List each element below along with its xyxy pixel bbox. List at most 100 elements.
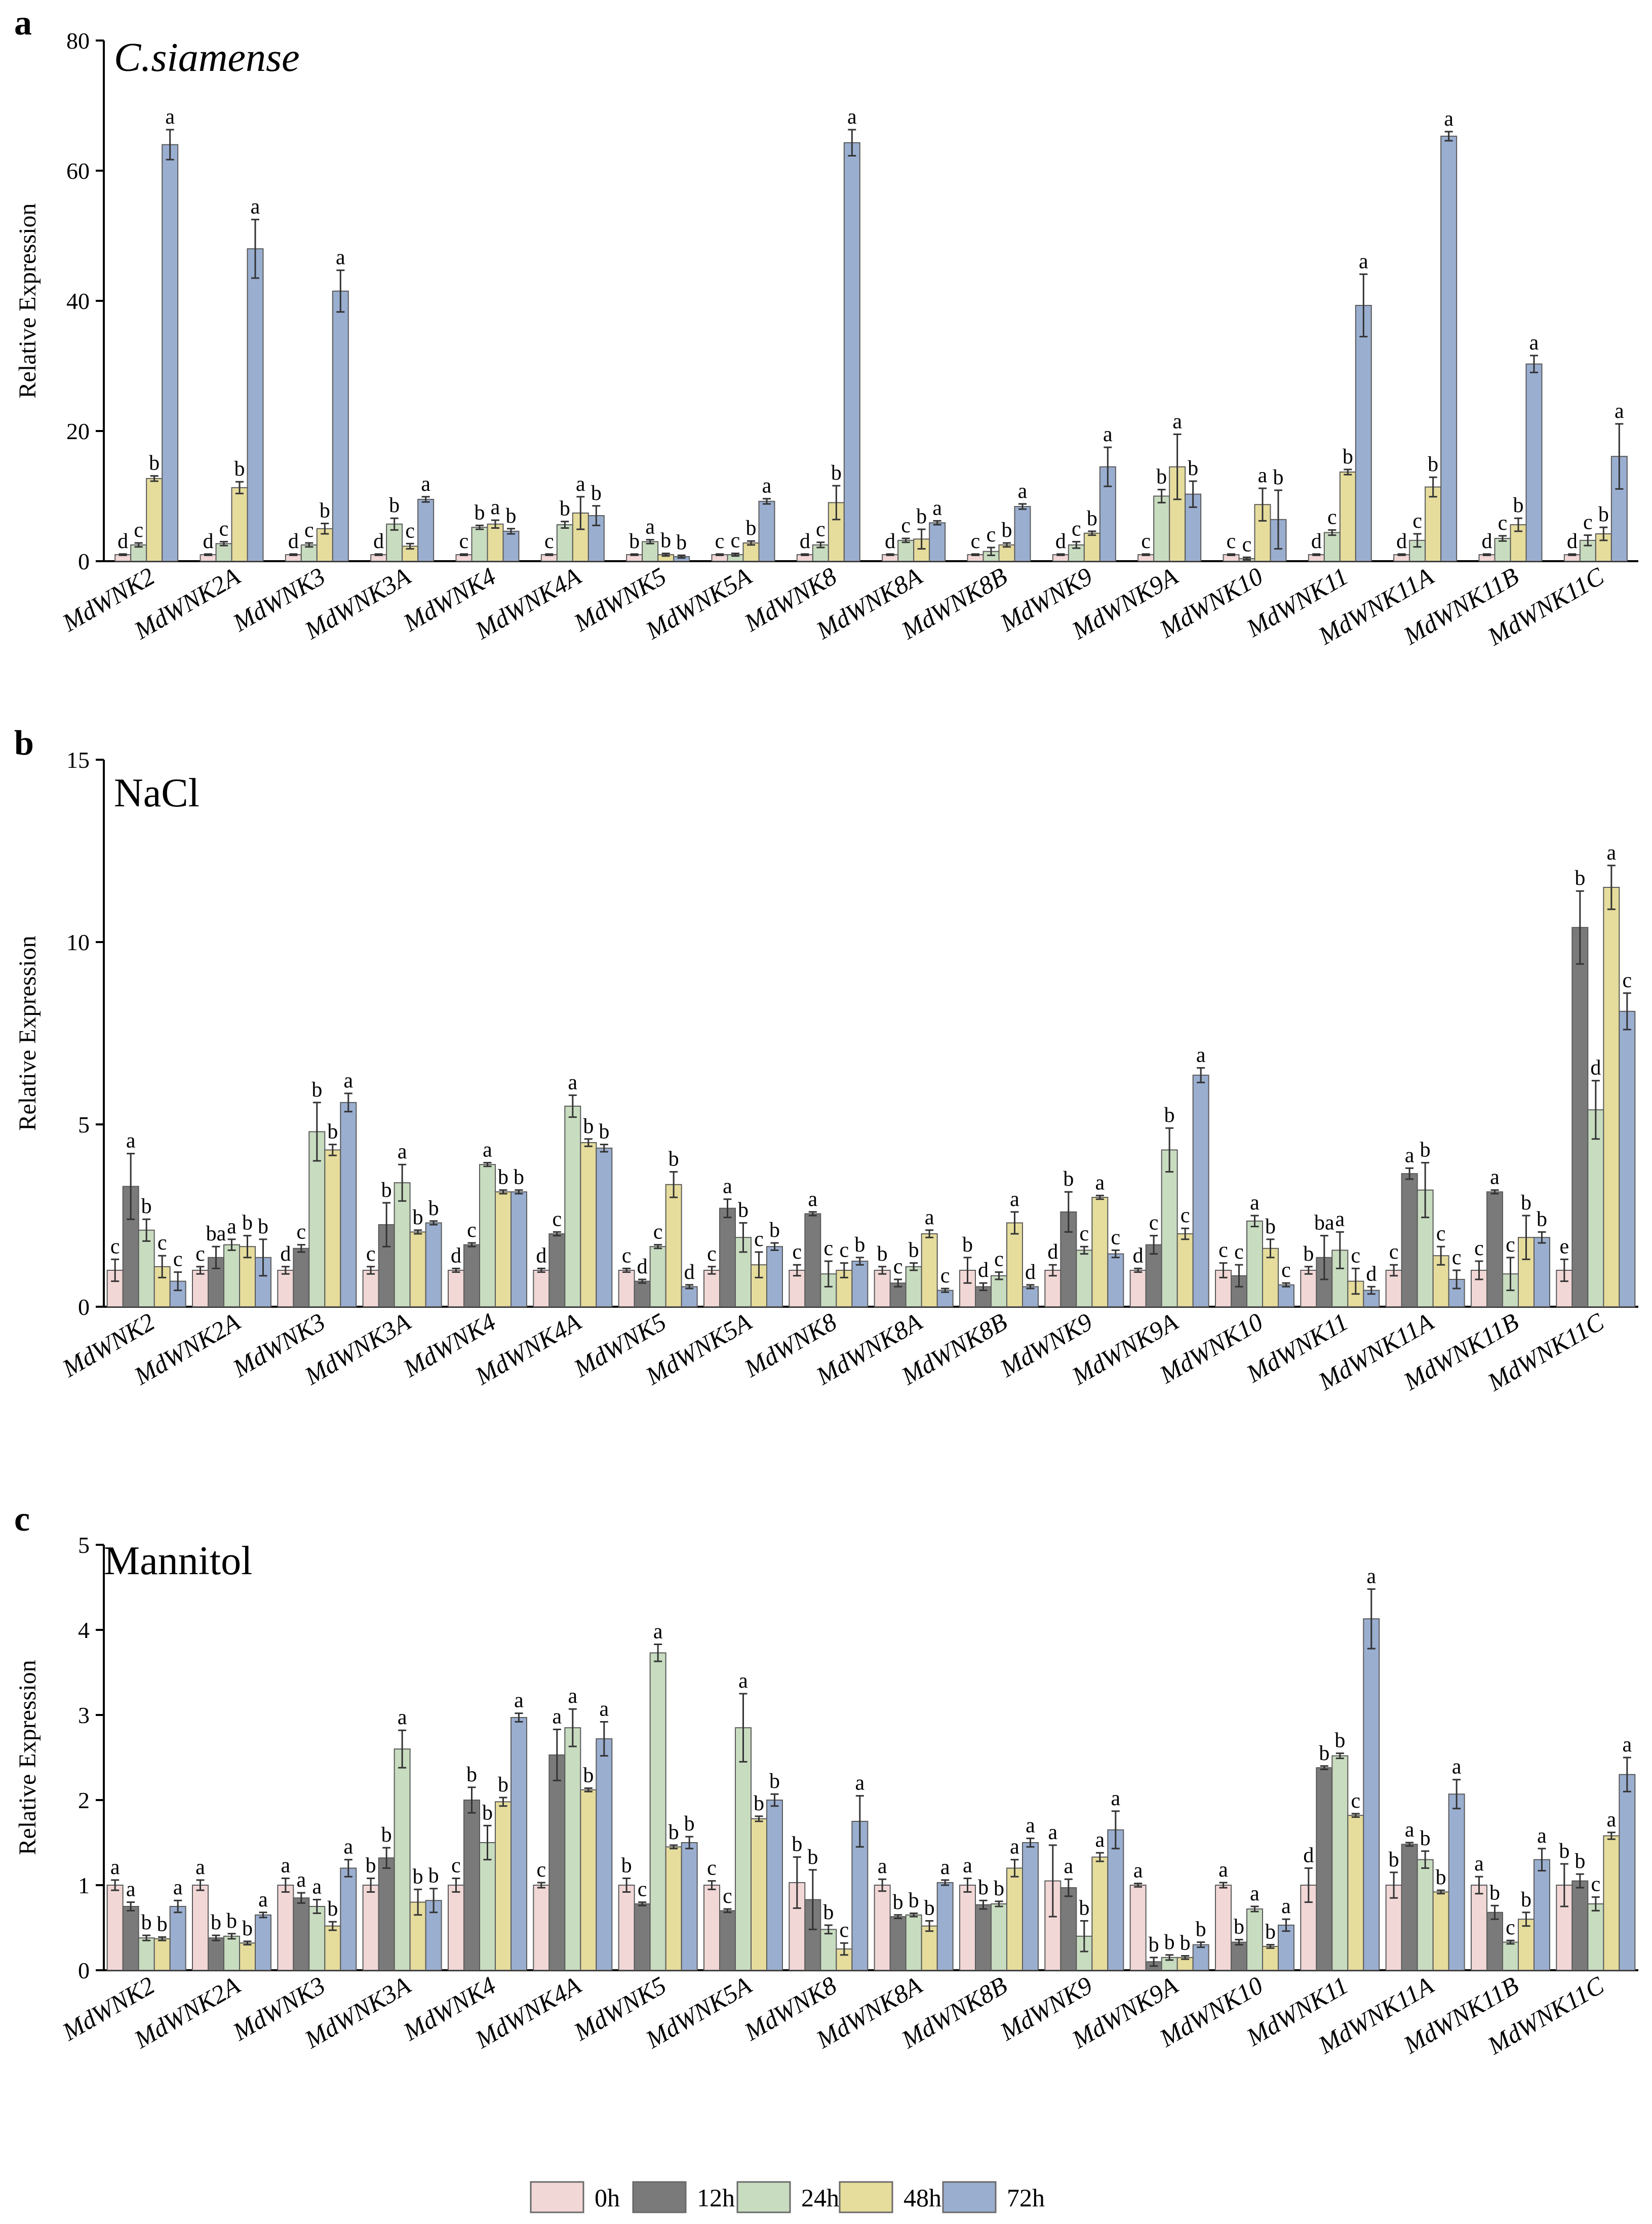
- significance-letter: b: [909, 1889, 919, 1912]
- bar: [1176, 1233, 1194, 1307]
- significance-letter: b: [1063, 1167, 1074, 1191]
- significance-letter: c: [405, 519, 415, 542]
- significance-letter: b: [684, 1812, 695, 1836]
- chart-title: Mannitol: [104, 1539, 252, 1583]
- significance-letter: c: [824, 1237, 834, 1260]
- bar: [649, 1652, 666, 1971]
- bar: [1091, 1197, 1109, 1307]
- significance-letter: a: [1537, 1824, 1547, 1848]
- significance-letter: c: [1498, 512, 1508, 535]
- bar: [1060, 1211, 1077, 1308]
- significance-letter: c: [1591, 1873, 1601, 1896]
- y-tick-label: 60: [66, 158, 90, 184]
- bar: [766, 1800, 783, 1971]
- significance-letter: b: [1521, 1888, 1531, 1911]
- significance-letter: d: [978, 1259, 989, 1282]
- bar: [1401, 1844, 1418, 1971]
- significance-letter: a: [1018, 480, 1028, 503]
- significance-letter: a: [483, 1139, 492, 1162]
- bar: [665, 1184, 682, 1308]
- significance-letter: c: [553, 1207, 562, 1231]
- significance-letter: a: [344, 1836, 353, 1859]
- bar: [448, 1885, 464, 1971]
- significance-letter: a: [1607, 1808, 1617, 1831]
- significance-letter: a: [963, 1854, 972, 1878]
- significance-letter: b: [560, 497, 570, 521]
- significance-letter: b: [149, 452, 160, 475]
- bar: [239, 1942, 256, 1971]
- significance-letter: c: [893, 1255, 903, 1278]
- panel-label: c: [14, 1500, 30, 1539]
- significance-letter: ba: [1314, 1212, 1334, 1235]
- y-tick-label: 1: [78, 1872, 90, 1898]
- significance-letter: b: [482, 1801, 493, 1824]
- significance-letter: b: [1389, 1848, 1399, 1871]
- bar: [1006, 1867, 1023, 1971]
- bar: [394, 1182, 411, 1307]
- significance-letter: a: [421, 473, 430, 496]
- bar: [719, 1207, 736, 1308]
- bar: [192, 1270, 209, 1307]
- bar: [556, 524, 573, 562]
- bar: [495, 1191, 512, 1307]
- significance-letter: b: [978, 1876, 989, 1899]
- bar: [533, 1885, 550, 1971]
- bar: [122, 1906, 139, 1971]
- bar: [340, 1102, 357, 1308]
- significance-letter: b: [327, 1120, 338, 1144]
- legend-swatch: [632, 2181, 687, 2213]
- legend-swatch: [839, 2181, 893, 2213]
- bar: [106, 1885, 124, 1971]
- bar: [548, 1754, 566, 1971]
- significance-letter: b: [389, 494, 400, 517]
- significance-letter: b: [823, 1901, 834, 1924]
- significance-letter: b: [1234, 1916, 1244, 1939]
- bar: [510, 1191, 527, 1307]
- bar: [362, 1270, 379, 1307]
- significance-letter: a: [738, 1669, 748, 1693]
- significance-letter: b: [854, 1233, 865, 1257]
- significance-letter: b: [1537, 1207, 1547, 1231]
- significance-letter: a: [878, 1855, 887, 1878]
- bar: [1385, 1885, 1402, 1971]
- significance-letter: c: [707, 1242, 717, 1266]
- significance-letter: c: [816, 518, 825, 541]
- bar: [1331, 1755, 1349, 1971]
- significance-letter: c: [653, 1221, 663, 1244]
- significance-letter: a: [600, 1697, 609, 1721]
- bar: [223, 1935, 240, 1971]
- significance-letter: c: [1227, 530, 1236, 553]
- significance-letter: b: [1598, 503, 1609, 526]
- bar: [580, 1789, 597, 1971]
- significance-letter: b: [1513, 494, 1524, 517]
- significance-letter: b: [428, 1197, 439, 1220]
- significance-letter: c: [1351, 1244, 1361, 1267]
- significance-letter: c: [1452, 1246, 1462, 1269]
- significance-letter: a: [1026, 1814, 1035, 1838]
- legend-label: 24h: [801, 2183, 839, 2212]
- significance-letter: a: [1335, 1207, 1345, 1231]
- significance-letter: d: [1567, 530, 1578, 553]
- significance-letter: a: [173, 1876, 183, 1899]
- significance-letter: a: [847, 105, 857, 129]
- significance-letter: a: [645, 516, 655, 539]
- significance-letter: b: [141, 1195, 152, 1218]
- bar: [277, 1270, 294, 1307]
- significance-letter: a: [281, 1854, 291, 1878]
- bar: [1006, 1222, 1023, 1307]
- bar: [820, 1929, 837, 1971]
- bar: [1107, 1253, 1124, 1308]
- significance-letter: b: [807, 1846, 818, 1869]
- significance-letter: a: [110, 1856, 120, 1879]
- bar: [1471, 1885, 1487, 1971]
- significance-letter: b: [754, 1792, 764, 1815]
- bar: [425, 1222, 442, 1307]
- significance-letter: c: [1149, 1212, 1159, 1235]
- significance-letter: b: [1164, 1104, 1175, 1127]
- bar: [1014, 506, 1031, 562]
- significance-letter: b: [475, 501, 485, 524]
- significance-letter: a: [1218, 1858, 1228, 1882]
- significance-letter: ba: [206, 1222, 226, 1245]
- bar: [255, 1914, 271, 1971]
